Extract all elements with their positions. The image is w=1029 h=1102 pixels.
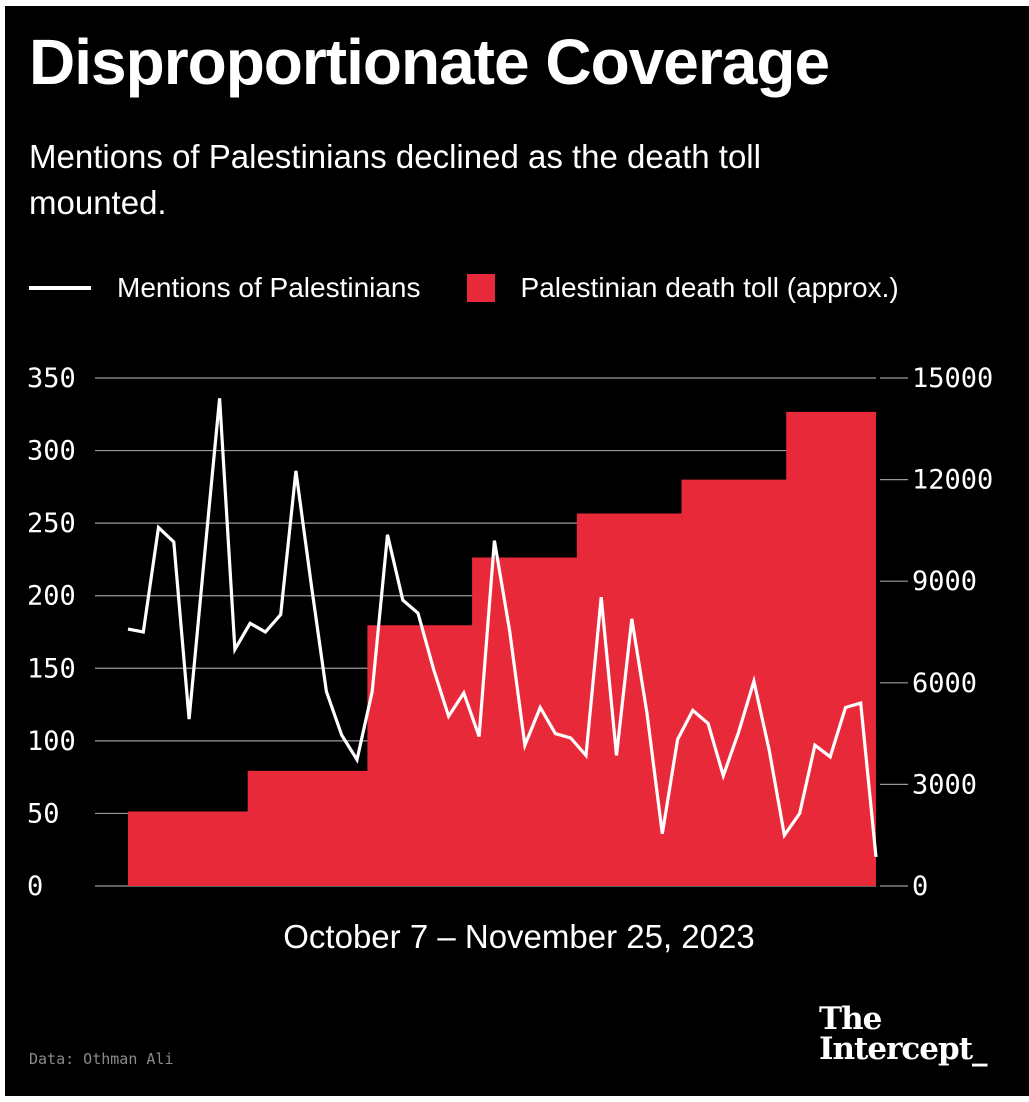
right-axis-ticks: 0 3000 6000 9000 12000 15000 [880,363,993,902]
legend-label-mentions: Mentions of Palestinians [117,272,421,303]
left-tick-label: 200 [27,581,76,612]
left-tick-label: 100 [27,726,76,757]
right-tick-label: 0 [912,871,928,902]
the-intercept-logo: The Intercept_ [819,1001,988,1067]
chart-plot: 0 50 100 150 200 250 300 350 0 3000 6000 9000 12000… [27,363,993,955]
source-credit: Data: Othman Ali [29,1050,174,1068]
left-tick-label: 150 [27,653,76,684]
chart-subtitle: Mentions of Palestinians declined as the… [29,138,761,221]
chart-title: Disproportionate Coverage [29,26,830,98]
right-tick-label: 3000 [912,769,977,800]
legend-area-swatch [466,274,495,302]
left-tick-label: 250 [27,508,76,539]
left-tick-label: 50 [27,798,60,829]
x-axis-label: October 7 – November 25, 2023 [283,918,754,955]
right-tick-label: 9000 [912,566,977,597]
right-tick-label: 12000 [912,465,993,496]
death-toll-area [128,411,876,886]
right-tick-label: 15000 [912,363,993,394]
left-tick-label: 0 [27,871,43,902]
legend-label-death-toll: Palestinian death toll (approx.) [520,272,899,303]
right-tick-label: 6000 [912,668,977,699]
death-toll-area-layer [128,411,876,886]
left-tick-label: 350 [27,363,76,394]
left-axis-ticks: 0 50 100 150 200 250 300 350 [27,363,76,902]
mentions-line [127,398,878,858]
logo-line-1: The [819,1001,882,1037]
legend-line-swatch [29,286,91,290]
logo-line-2: Intercept_ [819,1031,988,1067]
left-tick-label: 300 [27,436,76,467]
chart-card: Disproportionate Coverage Mentions of Pa… [5,6,1029,1096]
legend: Mentions of Palestinians Palestinian dea… [29,268,899,308]
mentions-line-layer [127,398,878,858]
